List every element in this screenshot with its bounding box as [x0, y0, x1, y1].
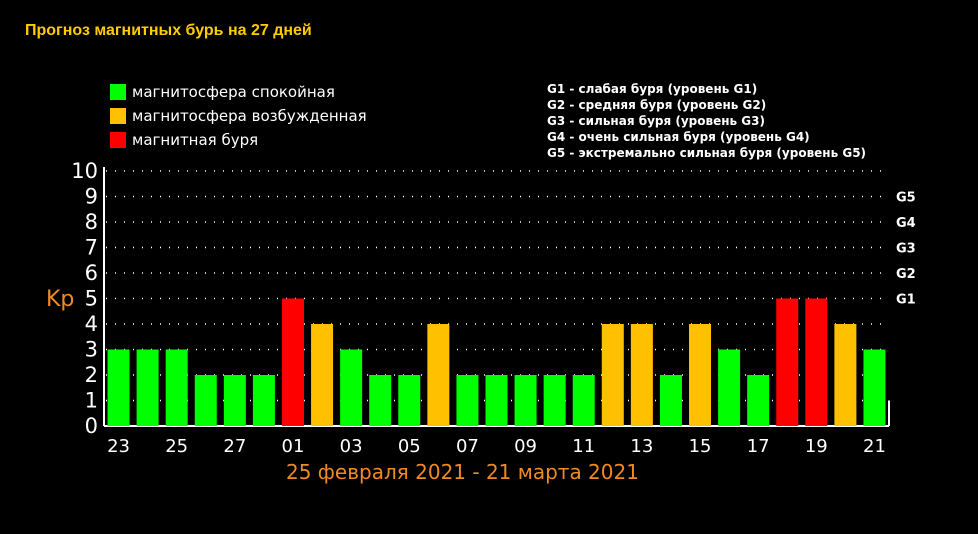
g-level-label: G4 [896, 216, 916, 231]
y-tick-label: 4 [85, 312, 98, 336]
storm-level-g2: G2 - средняя буря (уровень G2) [547, 98, 767, 112]
legend-label: магнитосфера возбужденная [132, 107, 367, 125]
storm-level-g1: G1 - слабая буря (уровень G1) [547, 82, 758, 96]
kp-bar [136, 349, 159, 426]
kp-bar [427, 324, 450, 426]
y-tick-label: 1 [85, 389, 98, 413]
x-tick-label: 01 [282, 436, 305, 457]
kp-bar [165, 349, 188, 426]
kp-bar [107, 349, 130, 426]
chart-title: Прогноз магнитных бурь на 27 дней [25, 22, 312, 39]
legend-swatch-yellow [110, 108, 126, 124]
kp-bar [281, 298, 304, 426]
kp-bar [834, 324, 857, 426]
x-tick-label: 03 [340, 436, 363, 457]
g-level-label: G1 [896, 293, 916, 308]
legend-swatch-green [110, 84, 126, 100]
legend-label: магнитосфера спокойная [132, 83, 335, 101]
g-level-label: G2 [896, 267, 916, 282]
kp-bar [252, 375, 275, 426]
x-tick-label: 25 [165, 436, 188, 457]
y-tick-label: 3 [85, 338, 98, 362]
kp-bar [601, 324, 624, 426]
kp-bar [659, 375, 682, 426]
legend-swatch-red [110, 132, 126, 148]
x-tick-label: 15 [689, 436, 712, 457]
g-level-label: G3 [896, 242, 916, 257]
x-tick-label: 17 [747, 436, 770, 457]
y-tick-label: 2 [85, 363, 98, 387]
kp-bar [776, 298, 799, 426]
storm-level-g3: G3 - сильная буря (уровень G3) [547, 114, 765, 128]
kp-bar [543, 375, 566, 426]
x-tick-label: 27 [223, 436, 246, 457]
legend-label: магнитная буря [132, 131, 259, 149]
y-tick-label: 7 [85, 236, 98, 260]
kp-bar [514, 375, 537, 426]
g-level-label: G5 [896, 191, 916, 206]
kp-bar [718, 349, 741, 426]
y-tick-label: 8 [85, 210, 98, 234]
x-tick-label: 19 [805, 436, 828, 457]
y-tick-label: 0 [85, 414, 98, 438]
legend-item-storm: магнитная буря [110, 128, 367, 152]
color-legend: магнитосфера спокойная магнитосфера возб… [110, 80, 367, 152]
y-tick-label: 10 [71, 159, 98, 183]
x-tick-label: 07 [456, 436, 479, 457]
legend-item-quiet: магнитосфера спокойная [110, 80, 367, 104]
x-tick-label: 23 [107, 436, 130, 457]
kp-bar [572, 375, 595, 426]
x-tick-label: 11 [572, 436, 595, 457]
kp-bar [311, 324, 334, 426]
x-tick-label: 13 [630, 436, 653, 457]
kp-bar [630, 324, 653, 426]
storm-level-g5: G5 - экстремально сильная буря (уровень … [547, 146, 867, 160]
storm-level-g4: G4 - очень сильная буря (уровень G4) [547, 130, 810, 144]
x-tick-label: 21 [863, 436, 886, 457]
x-tick-label: 09 [514, 436, 537, 457]
kp-bar [456, 375, 479, 426]
storm-level-legend: G1 - слабая буря (уровень G1) G2 - средн… [547, 81, 866, 161]
y-tick-label: 5 [85, 287, 98, 311]
kp-bar [223, 375, 246, 426]
y-tick-label: 6 [85, 261, 98, 285]
kp-bar [340, 349, 363, 426]
kp-bar [747, 375, 770, 426]
x-tick-label: 05 [398, 436, 421, 457]
kp-bar [369, 375, 392, 426]
kp-bar [194, 375, 217, 426]
y-tick-label: 9 [85, 185, 98, 209]
legend-item-active: магнитосфера возбужденная [110, 104, 367, 128]
kp-bar [863, 349, 886, 426]
y-axis-title: Kp [46, 287, 74, 312]
kp-bar [805, 298, 828, 426]
kp-bar [398, 375, 421, 426]
kp-bar [485, 375, 508, 426]
kp-bar [689, 324, 712, 426]
date-range-label: 25 февраля 2021 - 21 марта 2021 [286, 460, 639, 484]
